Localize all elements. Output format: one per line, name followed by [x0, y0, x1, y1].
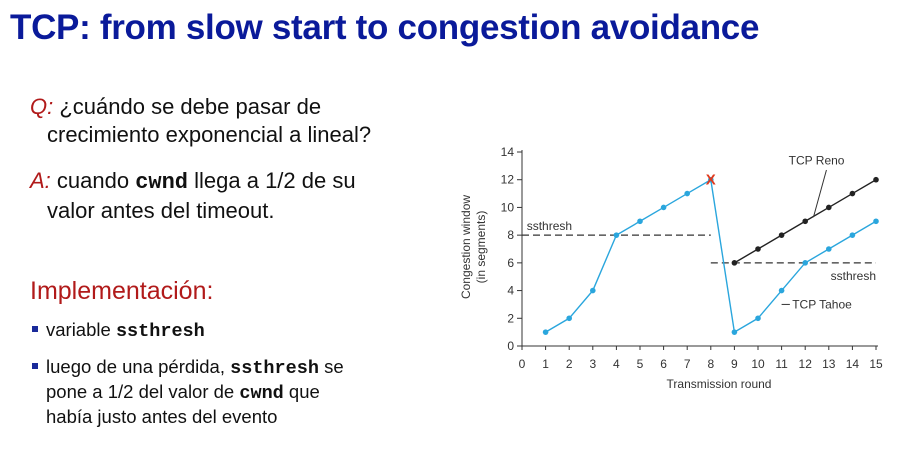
y-axis-label: Congestion window [459, 195, 473, 299]
bullet-2-post: se [318, 356, 344, 377]
answer-code: cwnd [135, 170, 189, 195]
tcp-tahoe-point [731, 329, 738, 335]
tcp-tahoe-point [684, 190, 690, 197]
tcp-reno-point [873, 176, 879, 183]
ssthresh-label: ssthresh [831, 269, 876, 283]
y-tick-label: 8 [507, 228, 514, 242]
bullet-2-pre: luego de una pérdida, [46, 356, 231, 377]
y-tick-label: 14 [501, 145, 515, 159]
answer-post: llega a 1/2 de su [188, 168, 356, 193]
loss-marker: X [706, 172, 716, 189]
x-tick-label: 0 [519, 357, 526, 371]
tcp-tahoe-point [542, 329, 549, 335]
x-tick-label: 10 [751, 357, 765, 371]
x-tick-label: 14 [846, 357, 860, 371]
bullet-2-code: ssthresh [230, 358, 319, 379]
x-tick-label: 2 [566, 357, 573, 371]
y-tick-label: 2 [507, 311, 514, 325]
x-tick-label: 7 [684, 357, 691, 371]
tcp-tahoe-point [755, 315, 761, 322]
answer-block: A: cuando cwnd llega a 1/2 de su valor a… [30, 167, 356, 225]
bullet-2-line3: había justo antes del evento [46, 406, 278, 427]
bullet-1-code: ssthresh [115, 321, 205, 342]
tcp-tahoe-point [849, 232, 856, 238]
answer-label: A: [30, 168, 51, 193]
tcp-reno-point [826, 204, 832, 211]
question-block: Q: ¿cuándo se debe pasar de crecimiento … [30, 93, 371, 149]
y-tick-label: 10 [501, 200, 515, 214]
tcp-reno-point [731, 260, 738, 266]
y-tick-label: 6 [507, 256, 514, 270]
tcp-tahoe-point [613, 232, 620, 238]
x-tick-label: 13 [822, 357, 836, 371]
bullet-2-line2-post: que [283, 381, 320, 402]
tcp-tahoe-point [660, 204, 667, 211]
tcp-tahoe-point [778, 287, 785, 294]
tcp-tahoe-point [566, 315, 572, 322]
bullet-square-icon [32, 326, 38, 332]
question-line-2: crecimiento exponencial a lineal? [47, 122, 372, 147]
tcp-reno-point [755, 246, 761, 252]
x-tick-label: 9 [731, 357, 738, 371]
question-label: Q: [30, 94, 54, 119]
tcp-tahoe-point [802, 260, 808, 266]
x-tick-label: 12 [799, 357, 813, 371]
x-tick-label: 11 [775, 357, 788, 371]
tcp-tahoe-point [826, 246, 832, 252]
x-tick-label: 5 [637, 357, 644, 371]
bullet-2-line2-code: cwnd [239, 383, 284, 404]
question-line-1: ¿cuándo se debe pasar de [53, 94, 322, 119]
ssthresh-label: ssthresh [527, 219, 572, 233]
answer-line-2: valor antes del timeout. [47, 198, 275, 223]
tcp-tahoe-label: TCP Tahoe [792, 297, 852, 311]
tcp-tahoe-point [873, 218, 879, 225]
x-tick-label: 15 [869, 357, 883, 371]
tcp-tahoe-point [708, 176, 714, 183]
x-tick-label: 3 [589, 357, 596, 371]
bullet-square-icon [32, 363, 38, 369]
slide-title: TCP: from slow start to congestion avoid… [10, 8, 760, 47]
answer-pre: cuando [50, 168, 136, 193]
y-axis-sublabel: (in segments) [474, 211, 488, 284]
y-tick-label: 4 [507, 284, 514, 298]
bullet-2-line2-pre: pone a 1/2 del valor de [46, 381, 240, 402]
bullet-2: luego de una pérdida, ssthresh se pone a… [32, 355, 344, 428]
tcp-reno-leader [812, 169, 827, 218]
tcp-reno-point [849, 190, 856, 197]
x-axis-label: Transmission round [667, 377, 772, 391]
y-tick-label: 12 [501, 173, 515, 187]
bullet-1: variable ssthresh [32, 318, 205, 343]
tcp-tahoe-point [590, 287, 596, 294]
x-tick-label: 4 [613, 357, 620, 371]
y-tick-label: 0 [507, 339, 514, 353]
x-tick-label: 1 [542, 357, 549, 371]
tcp-tahoe-point [637, 218, 643, 225]
x-tick-label: 8 [707, 357, 714, 371]
implementation-heading: Implementación: [30, 277, 214, 305]
tcp-reno-label: TCP Reno [789, 153, 845, 167]
tcp-reno-point [802, 218, 808, 225]
x-tick-label: 6 [660, 357, 667, 371]
tcp-reno-point [778, 232, 785, 238]
bullet-1-text: variable [46, 319, 116, 340]
